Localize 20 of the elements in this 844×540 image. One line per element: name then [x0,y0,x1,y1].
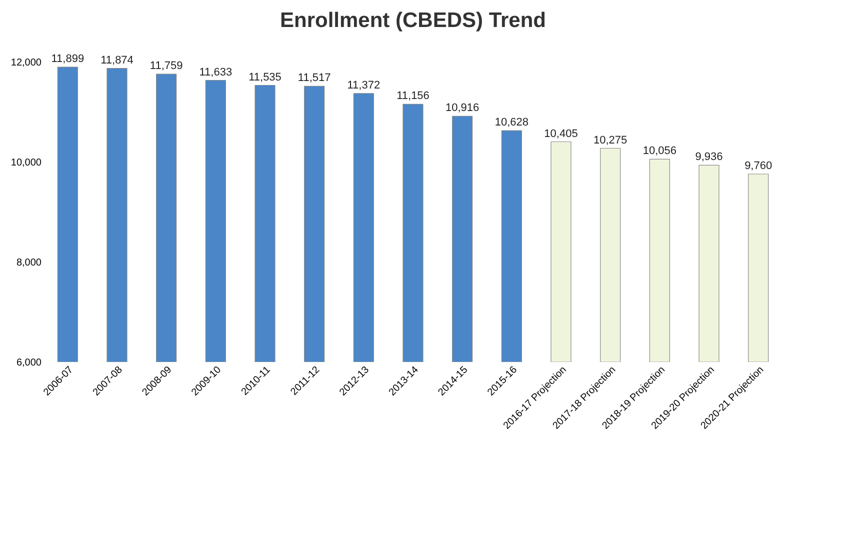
data-label: 11,372 [347,79,380,92]
data-label: 11,535 [248,71,282,84]
data-label: 10,056 [642,145,676,158]
data-label: 10,405 [544,128,578,140]
y-tick-label: 12,000 [10,58,42,68]
data-label: 9,760 [744,160,772,172]
y-tick-label: 6,000 [16,358,42,368]
data-label: 10,275 [594,134,628,146]
y-tick-label: 10,000 [10,158,42,168]
data-label: 10,628 [494,116,528,129]
y-tick-label: 8,000 [16,258,42,268]
data-label: 11,517 [298,72,331,84]
data-label: 11,874 [100,54,134,66]
data-label: 11,759 [150,60,183,72]
data-label: 11,899 [51,53,84,66]
data-label: 11,156 [396,90,430,102]
data-label: 9,936 [695,151,723,164]
data-label: 10,916 [446,102,480,114]
chart-title: Enrollment (CBEDS) Trend [280,9,546,32]
data-label: 11,633 [199,66,232,78]
